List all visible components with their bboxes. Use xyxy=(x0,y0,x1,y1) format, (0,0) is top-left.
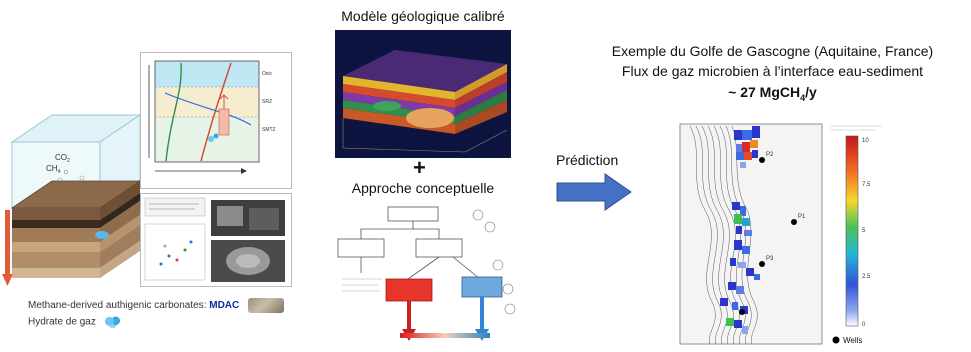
flux-colorbar: 10 7.5 5 2.5 0 Wells xyxy=(826,122,886,347)
well-marker xyxy=(739,309,745,315)
co2-label: CO2 xyxy=(55,153,70,164)
well-marker xyxy=(759,157,765,163)
mdac-legend: Methane-derived authigenic carbonates: M… xyxy=(28,298,285,313)
well-marker xyxy=(759,261,765,267)
well-label: P1 xyxy=(798,214,806,220)
svg-text:SMTZ: SMTZ xyxy=(262,127,276,133)
well-label: P3 xyxy=(766,256,774,262)
conceptual-flowchart xyxy=(320,205,530,345)
geological-model-title: Modèle géologique calibré xyxy=(341,8,505,24)
sediment-block-diagram: CO2 CH4 xyxy=(2,114,142,286)
plus-sign: + xyxy=(413,155,426,180)
colorbar-tick: 10 xyxy=(862,138,869,144)
hydrate-legend-text: Hydrate de gaz xyxy=(28,316,96,328)
sediment-layer-5 xyxy=(12,252,100,268)
left-panel: CO2 CH4 xyxy=(0,40,305,340)
hydrate-legend: Hydrate de gaz xyxy=(28,316,122,328)
wells-legend-label: Wells xyxy=(843,336,862,345)
well-marker xyxy=(791,219,797,225)
sediment-layer-4 xyxy=(12,242,100,252)
svg-text:Oxic: Oxic xyxy=(262,71,273,77)
sediment-layer-3 xyxy=(12,228,100,242)
methane-flux-map: P2 P1 P3 xyxy=(676,122,824,347)
prediction-label: Prédiction xyxy=(556,152,619,168)
carbonate-microscopy-inset xyxy=(140,193,292,287)
depth-arrow-icon xyxy=(2,274,13,286)
sediment-layer-1 xyxy=(12,208,100,220)
flux-subtitle: Flux de gaz microbien à l’interface eau-… xyxy=(621,63,924,79)
svg-text:SRZ: SRZ xyxy=(262,99,272,105)
depth-gradient-bar xyxy=(5,210,10,276)
well-label: P2 xyxy=(766,152,774,158)
example-title: Exemple du Golfe de Gascogne (Aquitaine,… xyxy=(611,43,934,59)
sediment-layer-6 xyxy=(12,268,100,278)
ch4-label: CH4 xyxy=(46,164,61,175)
hydrate-blob xyxy=(95,231,109,239)
sediment-layer-2 xyxy=(12,220,100,228)
colorbar-tick: 7.5 xyxy=(862,182,871,188)
geochemistry-profile-inset: Oxic SRZ SMTZ xyxy=(140,52,292,189)
flux-value: ~ 27 MgCH4/y xyxy=(728,84,817,103)
flux-cells xyxy=(720,126,760,334)
mdac-legend-text: Methane-derived authigenic carbonates: xyxy=(28,300,207,312)
colorbar-tick: 2.5 xyxy=(862,274,871,280)
colorbar-tick: 5 xyxy=(862,228,866,234)
gas-hydrate-icon xyxy=(103,316,122,328)
colorbar-tick: 0 xyxy=(862,322,866,328)
carbonate-rock-icon xyxy=(248,298,285,313)
conceptual-approach-title: Approche conceptuelle xyxy=(351,180,495,196)
prediction-arrow-icon xyxy=(556,173,632,211)
geological-model-3d-render xyxy=(335,30,511,158)
mdac-abbreviation: MDAC xyxy=(209,300,240,312)
wells-legend-icon xyxy=(832,336,840,344)
